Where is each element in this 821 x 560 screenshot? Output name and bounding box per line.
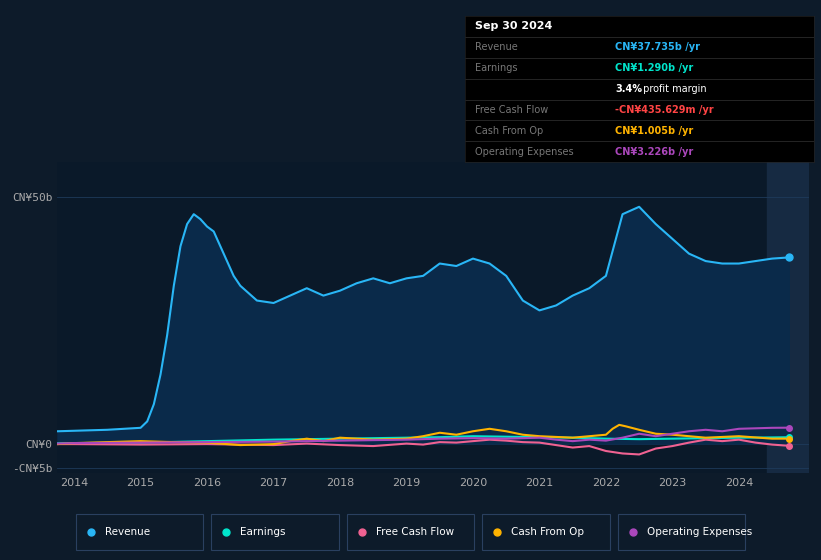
Bar <box>767 162 809 473</box>
Text: Cash From Op: Cash From Op <box>511 527 584 537</box>
Text: Earnings: Earnings <box>475 63 518 73</box>
Text: Cash From Op: Cash From Op <box>475 126 544 136</box>
Text: Revenue: Revenue <box>104 527 149 537</box>
FancyBboxPatch shape <box>212 514 338 550</box>
FancyBboxPatch shape <box>76 514 203 550</box>
Text: 3.4%: 3.4% <box>615 84 642 94</box>
FancyBboxPatch shape <box>347 514 475 550</box>
Text: Free Cash Flow: Free Cash Flow <box>475 105 548 115</box>
Text: Revenue: Revenue <box>475 42 518 52</box>
Text: profit margin: profit margin <box>640 84 707 94</box>
Text: Sep 30 2024: Sep 30 2024 <box>475 21 553 31</box>
Text: CN¥1.005b /yr: CN¥1.005b /yr <box>615 126 693 136</box>
Text: CN¥37.735b /yr: CN¥37.735b /yr <box>615 42 700 52</box>
Text: Operating Expenses: Operating Expenses <box>475 147 574 157</box>
Text: Free Cash Flow: Free Cash Flow <box>376 527 454 537</box>
Text: Operating Expenses: Operating Expenses <box>647 527 752 537</box>
FancyBboxPatch shape <box>617 514 745 550</box>
Text: CN¥3.226b /yr: CN¥3.226b /yr <box>615 147 693 157</box>
FancyBboxPatch shape <box>482 514 609 550</box>
Text: -CN¥435.629m /yr: -CN¥435.629m /yr <box>615 105 713 115</box>
Text: Earnings: Earnings <box>240 527 286 537</box>
Text: CN¥1.290b /yr: CN¥1.290b /yr <box>615 63 693 73</box>
